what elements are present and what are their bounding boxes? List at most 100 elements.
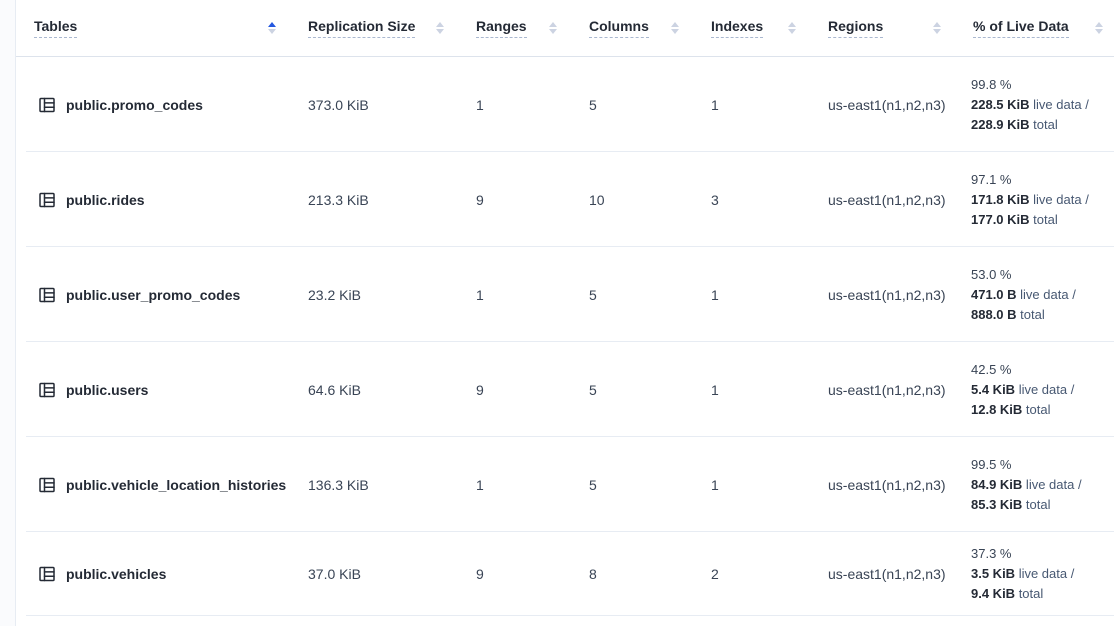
regions-value: us-east1(n1,n2,n3) — [828, 191, 946, 208]
live-data-block: 99.8 % 228.5 KiB live data / 228.9 KiB t… — [971, 75, 1089, 135]
table-name-link[interactable]: public.vehicle_location_histories — [66, 476, 287, 493]
cell-replication-size: 23.2 KiB — [288, 247, 456, 342]
regions-value: us-east1(n1,n2,n3) — [828, 381, 946, 398]
replication-size-value: 213.3 KiB — [308, 191, 369, 208]
live-data-percent: 99.5 % — [971, 456, 1012, 472]
table-name-link[interactable]: public.vehicles — [66, 566, 167, 582]
live-data-label: live data / — [1015, 381, 1075, 397]
live-data-percent: 37.3 % — [971, 546, 1012, 561]
cell-replication-size: 213.3 KiB — [288, 152, 456, 247]
table-row: public.vehicles 37.0 KiB 9 8 2 us-east1(… — [16, 532, 1114, 616]
column-header-label: % of Live Data — [973, 18, 1069, 38]
page-left-gutter — [0, 0, 16, 626]
cell-indexes: 2 — [691, 532, 808, 616]
cell-live-data: 42.5 % 5.4 KiB live data / 12.8 KiB tota… — [953, 342, 1114, 437]
live-data-value: 84.9 KiB — [971, 476, 1023, 492]
sort-asc-arrow-icon — [1095, 22, 1103, 27]
column-header-ranges[interactable]: Ranges — [456, 0, 569, 56]
cell-table-name: public.user_promo_codes — [16, 247, 288, 342]
column-header-label: Ranges — [476, 18, 527, 38]
cell-ranges: 1 — [456, 57, 569, 152]
total-data-label: total — [1015, 586, 1044, 601]
indexes-value: 3 — [711, 191, 719, 208]
cell-regions: us-east1(n1,n2,n3) — [808, 247, 953, 342]
table-icon — [37, 285, 57, 305]
table-name-link[interactable]: public.user_promo_codes — [66, 286, 241, 303]
sort-toggle-icon[interactable] — [436, 22, 444, 34]
cell-live-data: 37.3 % 3.5 KiB live data / 9.4 KiB total — [953, 532, 1114, 616]
sort-desc-arrow-icon — [268, 29, 276, 34]
column-header-replication-size[interactable]: Replication Size — [288, 0, 456, 56]
replication-size-value: 136.3 KiB — [308, 476, 369, 493]
table-row: public.users 64.6 KiB 9 5 1 us-east1(n1,… — [16, 342, 1114, 437]
live-data-label: live data / — [1029, 191, 1089, 207]
cell-replication-size: 136.3 KiB — [288, 437, 456, 532]
table-row: public.vehicle_location_histories 136.3 … — [16, 437, 1114, 532]
cell-indexes: 1 — [691, 342, 808, 437]
column-header-indexes[interactable]: Indexes — [691, 0, 808, 56]
sort-toggle-icon[interactable] — [268, 22, 276, 34]
total-data-label: total — [1022, 401, 1051, 417]
total-data-value: 9.4 KiB — [971, 586, 1016, 601]
cell-indexes: 1 — [691, 437, 808, 532]
table-name-link[interactable]: public.users — [66, 381, 149, 398]
total-data-label: total — [1022, 496, 1051, 512]
column-header-label: Replication Size — [308, 18, 416, 38]
live-data-label: live data / — [1022, 476, 1082, 492]
total-data-value: 12.8 KiB — [971, 401, 1023, 417]
live-data-value: 471.0 B — [971, 286, 1017, 302]
indexes-value: 1 — [711, 96, 719, 113]
indexes-value: 1 — [711, 476, 719, 493]
sort-desc-arrow-icon — [436, 29, 444, 34]
replication-size-value: 37.0 KiB — [308, 566, 361, 582]
columns-value: 10 — [589, 191, 605, 208]
sort-asc-arrow-icon — [671, 22, 679, 27]
table-name-link[interactable]: public.rides — [66, 191, 145, 208]
column-header-columns[interactable]: Columns — [569, 0, 691, 56]
cell-columns: 8 — [569, 532, 691, 616]
sort-toggle-icon[interactable] — [788, 22, 796, 34]
sort-desc-arrow-icon — [1095, 29, 1103, 34]
live-data-value: 228.5 KiB — [971, 96, 1030, 112]
regions-value: us-east1(n1,n2,n3) — [828, 566, 946, 582]
cell-live-data: 99.8 % 228.5 KiB live data / 228.9 KiB t… — [953, 57, 1114, 152]
live-data-block: 42.5 % 5.4 KiB live data / 12.8 KiB tota… — [971, 360, 1074, 420]
columns-value: 5 — [589, 286, 597, 303]
cell-live-data: 53.0 % 471.0 B live data / 888.0 B total — [953, 247, 1114, 342]
sort-toggle-icon[interactable] — [933, 22, 941, 34]
column-header-tables[interactable]: Tables — [16, 0, 288, 56]
live-data-percent: 99.8 % — [971, 76, 1012, 92]
cell-table-name: public.promo_codes — [16, 57, 288, 152]
cell-columns: 5 — [569, 57, 691, 152]
live-data-value: 3.5 KiB — [971, 566, 1016, 581]
live-data-block: 99.5 % 84.9 KiB live data / 85.3 KiB tot… — [971, 455, 1082, 515]
sort-desc-arrow-icon — [549, 29, 557, 34]
table-icon — [37, 95, 57, 115]
sort-toggle-icon[interactable] — [671, 22, 679, 34]
sort-toggle-icon[interactable] — [549, 22, 557, 34]
live-data-block: 53.0 % 471.0 B live data / 888.0 B total — [971, 265, 1076, 325]
table-row: public.user_promo_codes 23.2 KiB 1 5 1 u… — [16, 247, 1114, 342]
cell-table-name: public.users — [16, 342, 288, 437]
total-data-value: 177.0 KiB — [971, 211, 1030, 227]
cell-ranges: 9 — [456, 532, 569, 616]
cell-indexes: 1 — [691, 247, 808, 342]
table-icon — [37, 475, 57, 495]
column-header-regions[interactable]: Regions — [808, 0, 953, 56]
total-data-value: 85.3 KiB — [971, 496, 1023, 512]
table-row: public.rides 213.3 KiB 9 10 3 us-east1(n… — [16, 152, 1114, 247]
live-data-label: live data / — [1029, 96, 1089, 112]
cell-table-name: public.rides — [16, 152, 288, 247]
table-name-link[interactable]: public.promo_codes — [66, 96, 203, 113]
table-body: public.promo_codes 373.0 KiB 1 5 1 us-ea… — [16, 57, 1114, 616]
cell-indexes: 3 — [691, 152, 808, 247]
sort-toggle-icon[interactable] — [1095, 22, 1103, 34]
column-header-of-live-data[interactable]: % of Live Data — [953, 0, 1114, 56]
cell-live-data: 99.5 % 84.9 KiB live data / 85.3 KiB tot… — [953, 437, 1114, 532]
regions-value: us-east1(n1,n2,n3) — [828, 286, 946, 303]
cell-table-name: public.vehicles — [16, 532, 288, 616]
cell-regions: us-east1(n1,n2,n3) — [808, 437, 953, 532]
cell-regions: us-east1(n1,n2,n3) — [808, 532, 953, 616]
database-tables-table: Tables Replication Size Ranges Columns I… — [16, 0, 1114, 616]
live-data-block: 97.1 % 171.8 KiB live data / 177.0 KiB t… — [971, 170, 1089, 230]
